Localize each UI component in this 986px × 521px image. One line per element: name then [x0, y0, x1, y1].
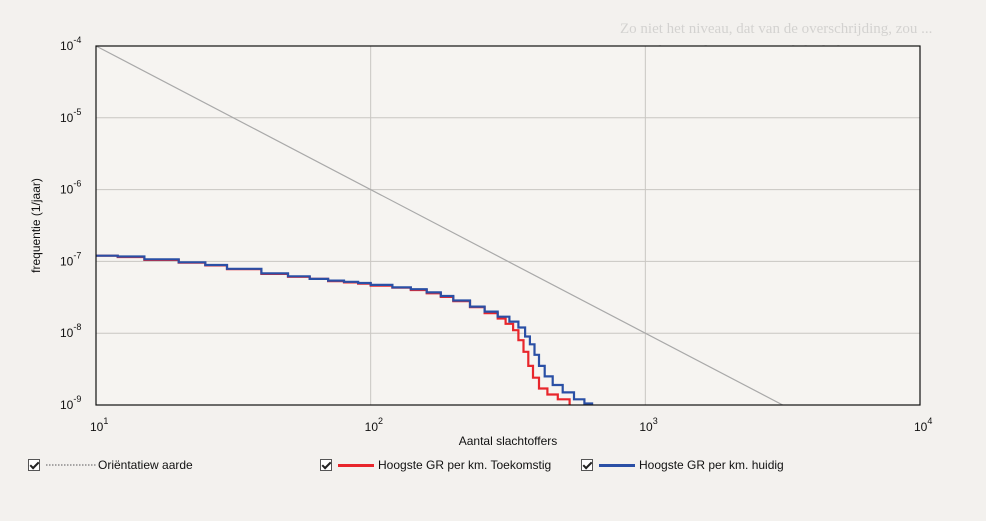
x-tick-label: 103	[639, 416, 657, 434]
background-text-line: Zo niet het niveau, dat van de overschri…	[620, 21, 933, 37]
legend-label: Oriëntatiew aarde	[98, 458, 193, 472]
legend-label: Hoogste GR per km. huidig	[639, 458, 784, 472]
legend-label: Hoogste GR per km. Toekomstig	[378, 458, 552, 472]
legend-item-orientatiewaarde[interactable]: Oriëntatiew aarde	[28, 458, 193, 472]
checkbox-icon[interactable]	[581, 459, 593, 471]
y-tick-label: 10-6	[60, 179, 81, 197]
checkbox-icon[interactable]	[28, 459, 40, 471]
y-tick-label: 10-8	[60, 322, 81, 340]
plot-area	[95, 45, 921, 406]
y-axis-ticks: 10-4 10-5 10-6 10-7 10-8 10-9	[60, 35, 81, 412]
series-line-0	[95, 45, 783, 406]
plot-background	[96, 46, 920, 405]
legend-swatch-red	[338, 463, 374, 467]
legend-item-toekomstig[interactable]: Hoogste GR per km. Toekomstig	[320, 458, 551, 472]
x-tick-label: 102	[365, 416, 383, 434]
series-line-2	[96, 254, 594, 405]
series-layer	[95, 45, 783, 406]
legend-swatch-blue	[599, 463, 635, 467]
x-axis-ticks: 101 102 103 104	[90, 416, 932, 434]
plot-frame	[95, 45, 921, 406]
x-tick-label: 101	[90, 416, 108, 434]
x-tick-label: 104	[914, 416, 932, 434]
legend-item-huidig[interactable]: Hoogste GR per km. huidig	[581, 458, 784, 472]
y-tick-label: 10-9	[60, 394, 81, 412]
checkbox-icon[interactable]	[320, 459, 332, 471]
chart-legend: Oriëntatiew aarde Hoogste GR per km. Toe…	[28, 458, 958, 478]
y-axis-title: frequentie (1/jaar)	[29, 178, 43, 273]
y-tick-label: 10-7	[60, 250, 81, 268]
x-axis-title: Aantal slachtoffers	[459, 434, 558, 448]
y-tick-label: 10-4	[60, 35, 81, 53]
y-tick-label: 10-5	[60, 107, 81, 125]
legend-swatch-dotted	[46, 464, 96, 466]
